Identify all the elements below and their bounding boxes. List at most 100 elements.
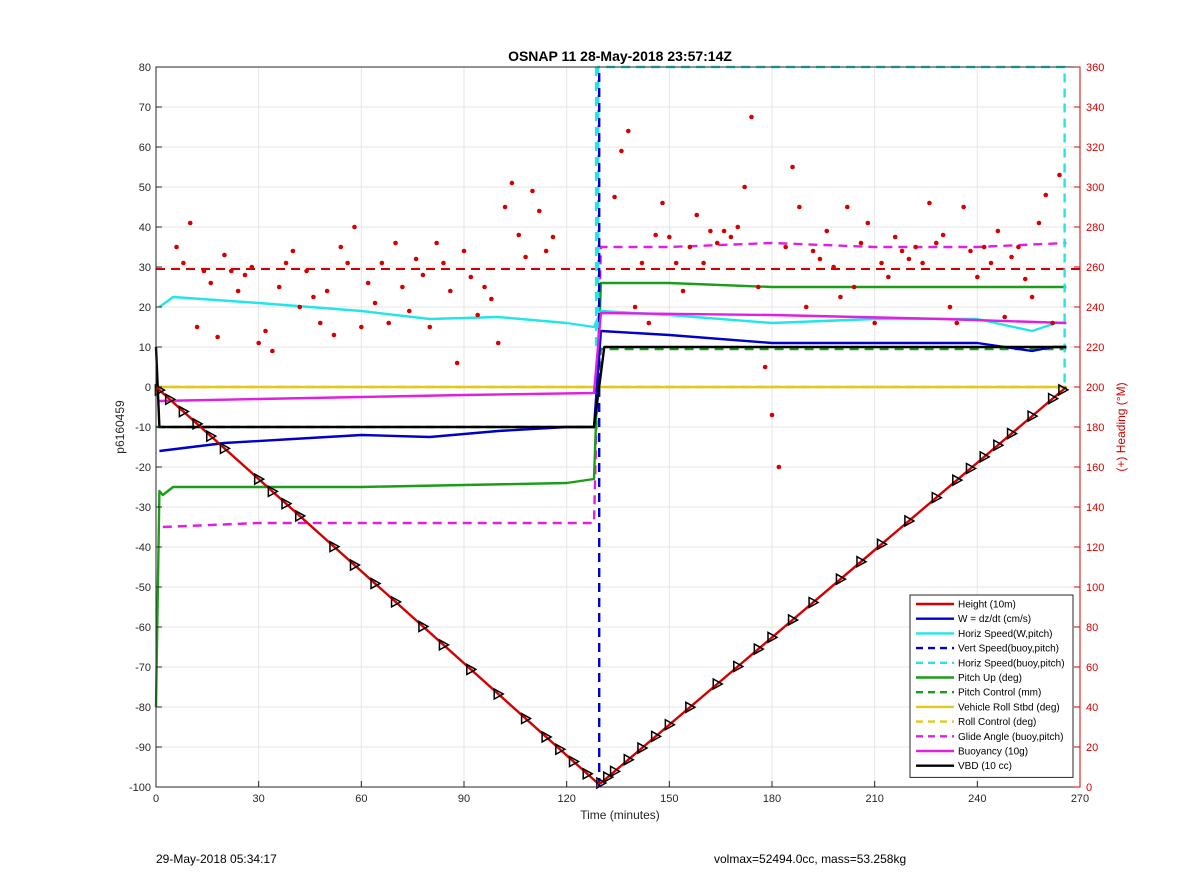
heading-point bbox=[406, 308, 412, 314]
heading-point bbox=[865, 220, 871, 226]
position-marker bbox=[1006, 427, 1019, 440]
heading-point bbox=[776, 464, 782, 470]
heading-point bbox=[331, 332, 337, 338]
heading-point bbox=[434, 240, 439, 246]
legend-label: Glide Angle (buoy,pitch) bbox=[958, 732, 1063, 743]
heading-point bbox=[1036, 220, 1042, 226]
position-marker bbox=[582, 767, 594, 781]
y2-tick-label: 220 bbox=[1086, 342, 1104, 354]
heading-point bbox=[516, 232, 522, 238]
position-marker bbox=[294, 509, 307, 523]
series-line-horiz-speed-buoy-pitch bbox=[594, 65, 1066, 387]
y2-tick-label: 200 bbox=[1086, 382, 1104, 394]
heading-point bbox=[242, 272, 248, 278]
heading-point bbox=[694, 212, 700, 218]
heading-point bbox=[1043, 192, 1049, 198]
heading-point bbox=[297, 304, 303, 310]
heading-point bbox=[913, 244, 919, 250]
position-marker bbox=[650, 730, 663, 743]
heading-point bbox=[632, 304, 638, 310]
heading-point bbox=[482, 284, 487, 290]
position-marker bbox=[733, 660, 745, 673]
y2-tick-label: 120 bbox=[1086, 542, 1104, 554]
heading-point bbox=[1029, 294, 1035, 300]
heading-point bbox=[400, 284, 405, 290]
position-marker bbox=[787, 613, 800, 627]
heading-point bbox=[263, 328, 268, 334]
position-marker bbox=[904, 514, 916, 528]
heading-point bbox=[625, 128, 631, 134]
position-marker bbox=[418, 620, 430, 633]
position-marker bbox=[637, 741, 649, 755]
heading-point bbox=[872, 320, 877, 326]
heading-point bbox=[379, 260, 385, 266]
x-tick-label: 150 bbox=[660, 793, 678, 805]
heading-point bbox=[838, 294, 843, 300]
position-marker bbox=[466, 663, 478, 676]
series-line-horiz-speed-w-pitch bbox=[158, 295, 1067, 333]
position-marker bbox=[753, 642, 765, 656]
position-marker bbox=[219, 442, 231, 455]
legend-label: Horiz Speed(buoy,pitch) bbox=[958, 658, 1065, 669]
position-marker bbox=[931, 491, 943, 504]
heading-point bbox=[879, 260, 884, 266]
position-marker bbox=[835, 572, 847, 586]
heading-point bbox=[365, 280, 371, 286]
position-marker bbox=[438, 638, 451, 652]
heading-point bbox=[543, 248, 549, 254]
heading-point bbox=[721, 228, 727, 234]
heading-point bbox=[646, 320, 652, 326]
legend-label: Vert Speed(buoy,pitch) bbox=[958, 644, 1059, 655]
y2-tick-label: 300 bbox=[1086, 182, 1104, 194]
y-axis-label: p6160459 bbox=[113, 400, 127, 454]
y2-tick-label: 240 bbox=[1086, 302, 1104, 314]
heading-point bbox=[1016, 244, 1021, 250]
heading-point bbox=[728, 234, 734, 240]
heading-point bbox=[208, 280, 214, 286]
heading-point bbox=[920, 260, 925, 266]
heading-point bbox=[954, 320, 960, 326]
x-tick-label: 0 bbox=[153, 793, 159, 805]
heading-point bbox=[194, 324, 200, 330]
heading-point bbox=[372, 300, 378, 306]
position-marker bbox=[685, 701, 697, 714]
heading-point bbox=[886, 274, 891, 280]
legend-label: Pitch Up (deg) bbox=[958, 673, 1022, 684]
heading-point bbox=[270, 348, 275, 354]
position-marker bbox=[192, 417, 204, 431]
position-marker bbox=[1027, 409, 1039, 423]
y2-tick-label: 80 bbox=[1086, 622, 1098, 634]
footer-mass-info: volmax=52494.0cc, mass=53.258kg bbox=[714, 852, 907, 866]
legend-label: VBD (10 cc) bbox=[958, 761, 1012, 772]
position-marker bbox=[856, 555, 868, 568]
legend-label: Roll Control (deg) bbox=[958, 717, 1036, 728]
position-marker bbox=[541, 730, 553, 744]
heading-point bbox=[502, 204, 508, 210]
y2-tick-label: 0 bbox=[1086, 782, 1092, 794]
heading-point bbox=[933, 240, 939, 246]
position-marker bbox=[178, 405, 190, 418]
heading-point bbox=[790, 164, 795, 170]
y2-tick-label: 100 bbox=[1086, 582, 1104, 594]
heading-point bbox=[844, 204, 850, 210]
heading-point bbox=[995, 228, 1001, 234]
chart-title: OSNAP 11 28-May-2018 23:57:14Z bbox=[508, 48, 732, 64]
heading-point bbox=[201, 268, 207, 274]
heading-point bbox=[523, 254, 528, 260]
heading-point bbox=[927, 200, 932, 206]
heading-point bbox=[222, 252, 227, 258]
y-tick-label: 10 bbox=[139, 342, 151, 354]
y-tick-label: -80 bbox=[135, 702, 151, 714]
heading-point bbox=[680, 288, 686, 294]
heading-point bbox=[968, 248, 973, 254]
y-tick-label: 50 bbox=[139, 182, 151, 194]
position-marker bbox=[281, 497, 293, 510]
heading-point bbox=[1057, 172, 1062, 178]
heading-point bbox=[619, 148, 624, 154]
heading-point bbox=[187, 220, 193, 226]
heading-point bbox=[393, 240, 398, 246]
heading-point bbox=[345, 260, 350, 266]
heading-point bbox=[831, 264, 836, 270]
y2-tick-label: 360 bbox=[1086, 62, 1104, 74]
